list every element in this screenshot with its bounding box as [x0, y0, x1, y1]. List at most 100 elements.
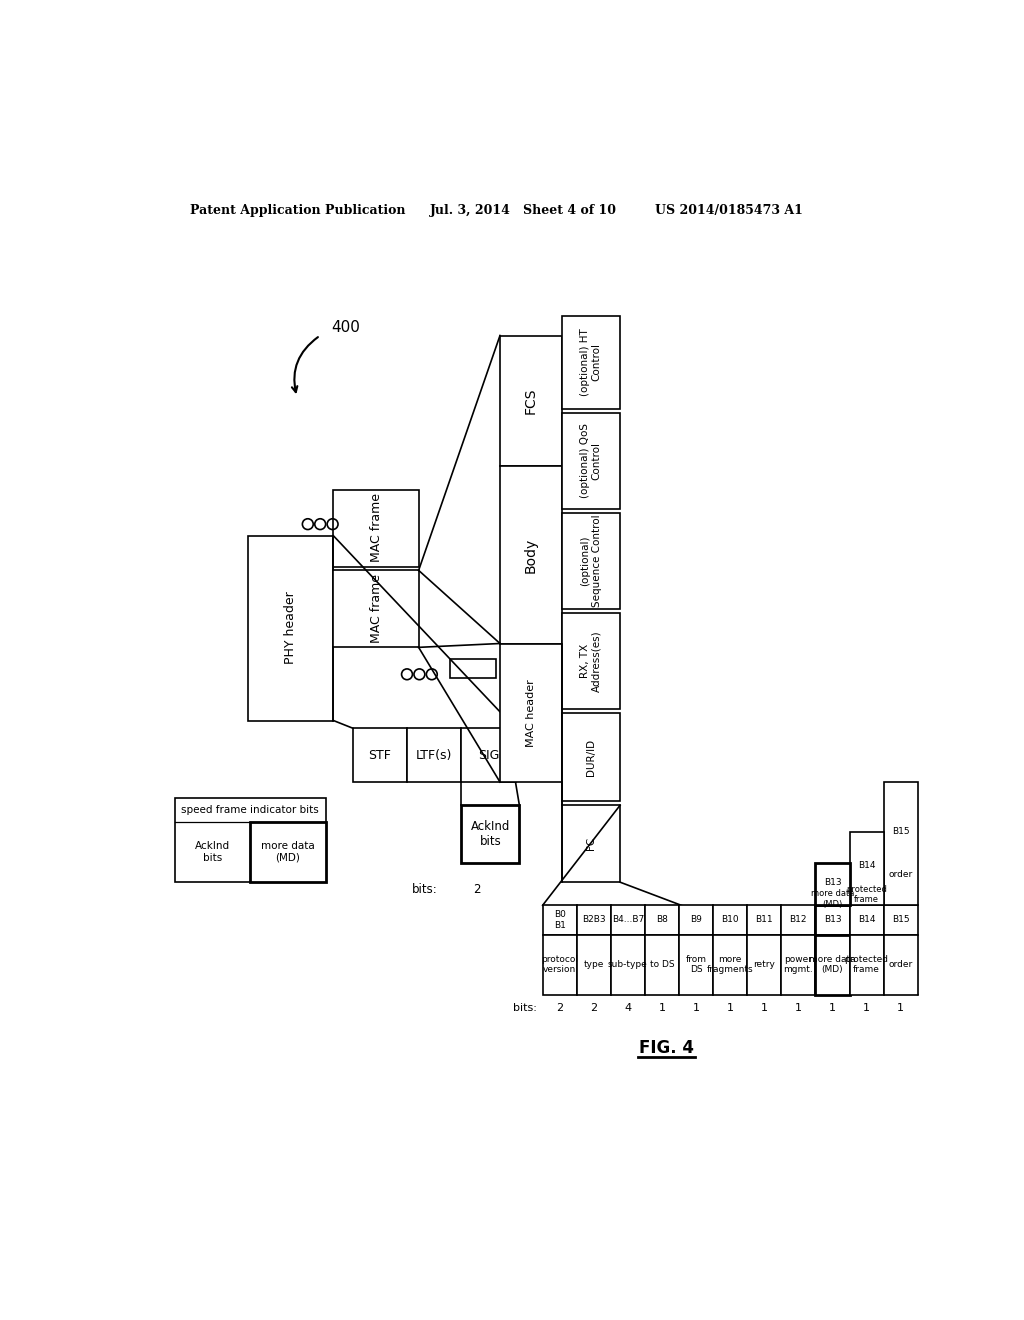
Text: to DS: to DS	[649, 960, 674, 969]
Text: (optional) HT
Control: (optional) HT Control	[581, 329, 602, 396]
Text: AckInd
bits: AckInd bits	[471, 820, 510, 847]
Text: order: order	[889, 870, 912, 879]
Bar	[562, 317, 621, 409]
Text: B12: B12	[790, 916, 807, 924]
Text: DUR/ID: DUR/ID	[586, 738, 596, 776]
Bar	[611, 935, 645, 995]
Bar	[815, 935, 850, 995]
Text: B15: B15	[892, 826, 909, 836]
Bar	[815, 906, 850, 935]
Bar	[713, 935, 748, 995]
Text: B14: B14	[858, 861, 876, 870]
Text: MAC frame: MAC frame	[370, 494, 383, 562]
Bar	[562, 805, 621, 882]
Text: B0
B1: B0 B1	[554, 911, 565, 929]
Bar	[815, 863, 850, 906]
Text: type: type	[584, 960, 604, 969]
Bar	[352, 729, 407, 781]
Text: Patent Application Publication: Patent Application Publication	[190, 205, 406, 218]
Bar	[461, 729, 515, 781]
Text: 400: 400	[331, 321, 359, 335]
Bar	[679, 935, 713, 995]
Bar	[679, 906, 713, 935]
Text: 1: 1	[897, 1003, 904, 1014]
Text: MAC header: MAC header	[526, 678, 536, 747]
Bar	[500, 335, 562, 466]
Text: power
mgmt.: power mgmt.	[783, 954, 813, 974]
Bar	[461, 805, 519, 863]
Text: more data
(MD): more data (MD)	[811, 890, 854, 908]
Text: 1: 1	[727, 1003, 733, 1014]
Text: protected
frame: protected frame	[846, 884, 887, 904]
Text: MAC frame: MAC frame	[370, 574, 383, 643]
Text: B8: B8	[656, 916, 668, 924]
Text: 1: 1	[863, 1003, 870, 1014]
Text: FIG. 4: FIG. 4	[639, 1039, 694, 1057]
Bar	[334, 570, 419, 647]
Text: Body: Body	[524, 537, 538, 573]
Text: FC: FC	[586, 837, 596, 850]
Bar	[884, 935, 918, 995]
Bar	[250, 822, 326, 882]
Bar	[850, 832, 884, 906]
Bar	[611, 906, 645, 935]
Text: STF: STF	[369, 748, 391, 762]
Text: B15: B15	[892, 916, 909, 924]
Bar	[543, 906, 577, 935]
Text: B11: B11	[756, 916, 773, 924]
Text: B13: B13	[823, 916, 842, 924]
Text: protected
frame: protected frame	[845, 954, 889, 974]
Text: AckInd
bits: AckInd bits	[195, 841, 229, 863]
Bar	[713, 906, 748, 935]
Text: US 2014/0185473 A1: US 2014/0185473 A1	[655, 205, 803, 218]
Bar	[781, 935, 815, 995]
Text: PHY header: PHY header	[285, 591, 297, 664]
Text: 2: 2	[590, 1003, 597, 1014]
Text: RX, TX
Address(es): RX, TX Address(es)	[581, 630, 602, 692]
Bar	[645, 935, 679, 995]
Text: 1: 1	[692, 1003, 699, 1014]
Text: 1: 1	[658, 1003, 666, 1014]
Text: 1: 1	[761, 1003, 768, 1014]
Text: Jul. 3, 2014   Sheet 4 of 10: Jul. 3, 2014 Sheet 4 of 10	[430, 205, 617, 218]
Text: B14: B14	[858, 916, 876, 924]
Bar	[174, 797, 326, 882]
Text: B13: B13	[823, 878, 842, 887]
Bar	[577, 935, 611, 995]
Bar	[645, 906, 679, 935]
Text: sub-type: sub-type	[608, 960, 648, 969]
Text: 1: 1	[829, 1003, 836, 1014]
Bar	[562, 612, 621, 709]
Text: 2: 2	[556, 1003, 563, 1014]
Bar	[407, 729, 461, 781]
Text: SIG: SIG	[477, 748, 499, 762]
Bar	[781, 906, 815, 935]
Bar	[748, 935, 781, 995]
Bar	[577, 906, 611, 935]
Text: 2: 2	[473, 883, 480, 896]
Text: speed frame indicator bits: speed frame indicator bits	[181, 805, 318, 814]
Text: bits:: bits:	[413, 883, 438, 896]
Text: bits:: bits:	[513, 1003, 537, 1014]
Bar	[884, 781, 918, 906]
Text: LTF(s): LTF(s)	[416, 748, 453, 762]
Bar	[850, 935, 884, 995]
Text: more data
(MD): more data (MD)	[809, 954, 856, 974]
Text: more data
(MD): more data (MD)	[261, 841, 314, 863]
Text: (optional) QoS
Control: (optional) QoS Control	[581, 424, 602, 498]
Text: retry: retry	[754, 960, 775, 969]
Text: B9: B9	[690, 916, 702, 924]
Text: B2B3: B2B3	[582, 916, 605, 924]
Text: (optional)
Sequence Control: (optional) Sequence Control	[581, 515, 602, 607]
Text: B10: B10	[721, 916, 739, 924]
Text: order: order	[889, 960, 912, 969]
Bar	[248, 536, 334, 721]
Bar	[334, 490, 419, 566]
Text: from
DS: from DS	[686, 954, 707, 974]
Bar	[450, 659, 496, 678]
Bar	[543, 935, 577, 995]
Bar	[562, 512, 621, 609]
Bar	[500, 644, 562, 781]
Text: protocol
version: protocol version	[541, 954, 579, 974]
Text: B4...B7: B4...B7	[611, 916, 644, 924]
